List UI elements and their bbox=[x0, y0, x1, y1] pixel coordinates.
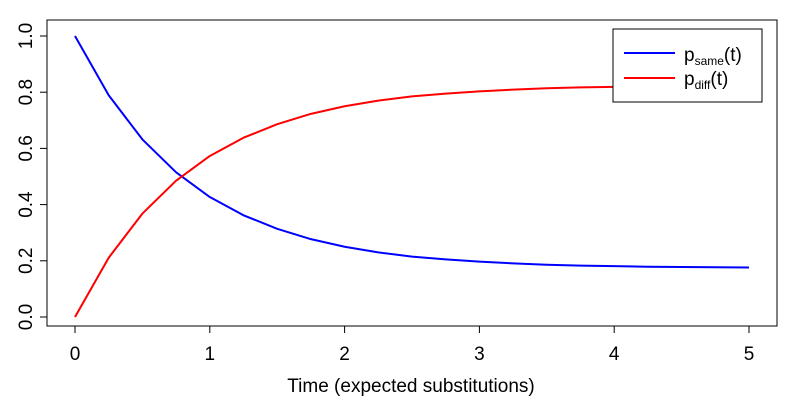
x-axis-label: Time (expected substitutions) bbox=[287, 376, 534, 397]
legend-box bbox=[612, 28, 763, 103]
y-tick-label: 1.0 bbox=[16, 23, 37, 49]
y-tick-label: 0.0 bbox=[16, 304, 37, 330]
series-line-pdiff bbox=[74, 84, 750, 318]
legend: psame(t) pdiff(t) bbox=[612, 28, 763, 103]
legend-label-pdiff: pdiff(t) bbox=[684, 69, 728, 92]
y-axis: 0.0 0.2 0.4 0.6 0.8 1.0 bbox=[16, 23, 48, 330]
x-tick-label: 2 bbox=[339, 344, 350, 365]
series-line-psame bbox=[74, 35, 750, 269]
y-tick-label: 0.8 bbox=[16, 79, 37, 105]
x-tick-label: 3 bbox=[474, 344, 485, 365]
x-tick-label: 1 bbox=[205, 344, 216, 365]
y-tick-label: 0.6 bbox=[16, 135, 37, 161]
y-tick-label: 0.4 bbox=[16, 191, 37, 218]
x-tick-label: 4 bbox=[609, 344, 620, 365]
y-tick-label: 0.2 bbox=[16, 248, 37, 274]
legend-label-psame: psame(t) bbox=[684, 45, 742, 68]
x-tick-label: 5 bbox=[744, 344, 755, 365]
x-axis: 0 1 2 3 4 5 bbox=[70, 325, 755, 365]
x-tick-label: 0 bbox=[70, 344, 81, 365]
